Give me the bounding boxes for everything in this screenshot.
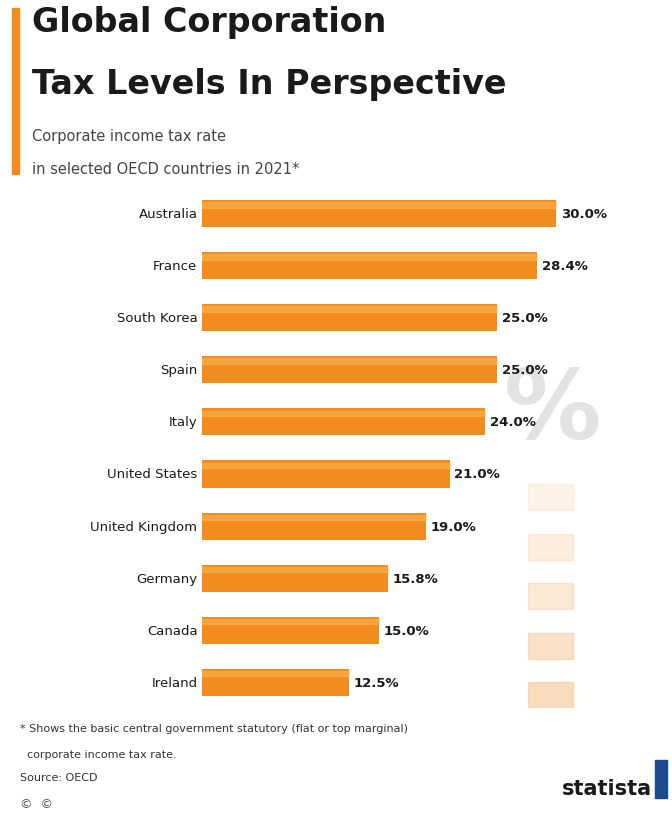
Bar bbox=[202, 463, 450, 468]
Bar bbox=[202, 409, 485, 436]
Text: 21.0%: 21.0% bbox=[454, 468, 500, 481]
Text: Corporate income tax rate: Corporate income tax rate bbox=[32, 129, 226, 144]
Bar bbox=[202, 461, 450, 488]
Text: 15.8%: 15.8% bbox=[393, 572, 439, 585]
Text: Source: OECD: Source: OECD bbox=[20, 772, 97, 782]
Bar bbox=[202, 201, 556, 228]
Text: Spain: Spain bbox=[160, 364, 198, 377]
Text: 19.0%: 19.0% bbox=[431, 520, 476, 533]
Text: %: % bbox=[503, 365, 601, 459]
Text: France: France bbox=[153, 260, 198, 273]
Text: South Korea: South Korea bbox=[117, 312, 198, 325]
Text: United States: United States bbox=[108, 468, 198, 481]
Bar bbox=[202, 565, 388, 592]
Text: 28.4%: 28.4% bbox=[542, 260, 587, 273]
Text: 12.5%: 12.5% bbox=[354, 676, 400, 689]
Bar bbox=[202, 203, 556, 208]
Bar bbox=[202, 515, 426, 520]
Bar bbox=[12, 9, 19, 175]
Text: Tax Levels In Perspective: Tax Levels In Perspective bbox=[32, 68, 507, 101]
Bar bbox=[202, 671, 349, 676]
Text: * Shows the basic central government statutory (flat or top marginal): * Shows the basic central government sta… bbox=[20, 723, 408, 733]
Bar bbox=[202, 619, 379, 624]
Bar bbox=[202, 411, 485, 416]
Text: in selected OECD countries in 2021*: in selected OECD countries in 2021* bbox=[32, 162, 300, 177]
Bar bbox=[528, 534, 573, 560]
Bar bbox=[528, 584, 573, 609]
Bar bbox=[202, 513, 426, 540]
Text: 24.0%: 24.0% bbox=[490, 416, 536, 429]
Bar bbox=[655, 760, 667, 798]
Bar bbox=[202, 305, 497, 332]
Text: 25.0%: 25.0% bbox=[501, 312, 548, 325]
Bar bbox=[202, 617, 379, 644]
Bar bbox=[202, 307, 497, 312]
Text: 25.0%: 25.0% bbox=[501, 364, 548, 377]
Text: statista: statista bbox=[562, 778, 652, 798]
Text: Global Corporation: Global Corporation bbox=[32, 6, 386, 38]
Text: ©  ©: © © bbox=[20, 798, 53, 811]
Bar bbox=[528, 682, 573, 708]
Bar bbox=[528, 485, 573, 511]
Bar bbox=[202, 359, 497, 364]
Bar bbox=[202, 255, 537, 260]
Bar bbox=[528, 633, 573, 659]
Text: Germany: Germany bbox=[136, 572, 198, 585]
Bar bbox=[202, 669, 349, 696]
Text: corporate income tax rate.: corporate income tax rate. bbox=[20, 749, 177, 758]
Text: 15.0%: 15.0% bbox=[384, 624, 429, 637]
Text: Ireland: Ireland bbox=[151, 676, 198, 689]
Bar bbox=[202, 357, 497, 384]
Bar bbox=[202, 253, 537, 280]
Text: Australia: Australia bbox=[138, 208, 198, 221]
Text: 30.0%: 30.0% bbox=[560, 208, 607, 221]
Bar bbox=[202, 567, 388, 572]
Text: Canada: Canada bbox=[147, 624, 198, 637]
Text: United Kingdom: United Kingdom bbox=[91, 520, 198, 533]
Text: Italy: Italy bbox=[169, 416, 198, 429]
